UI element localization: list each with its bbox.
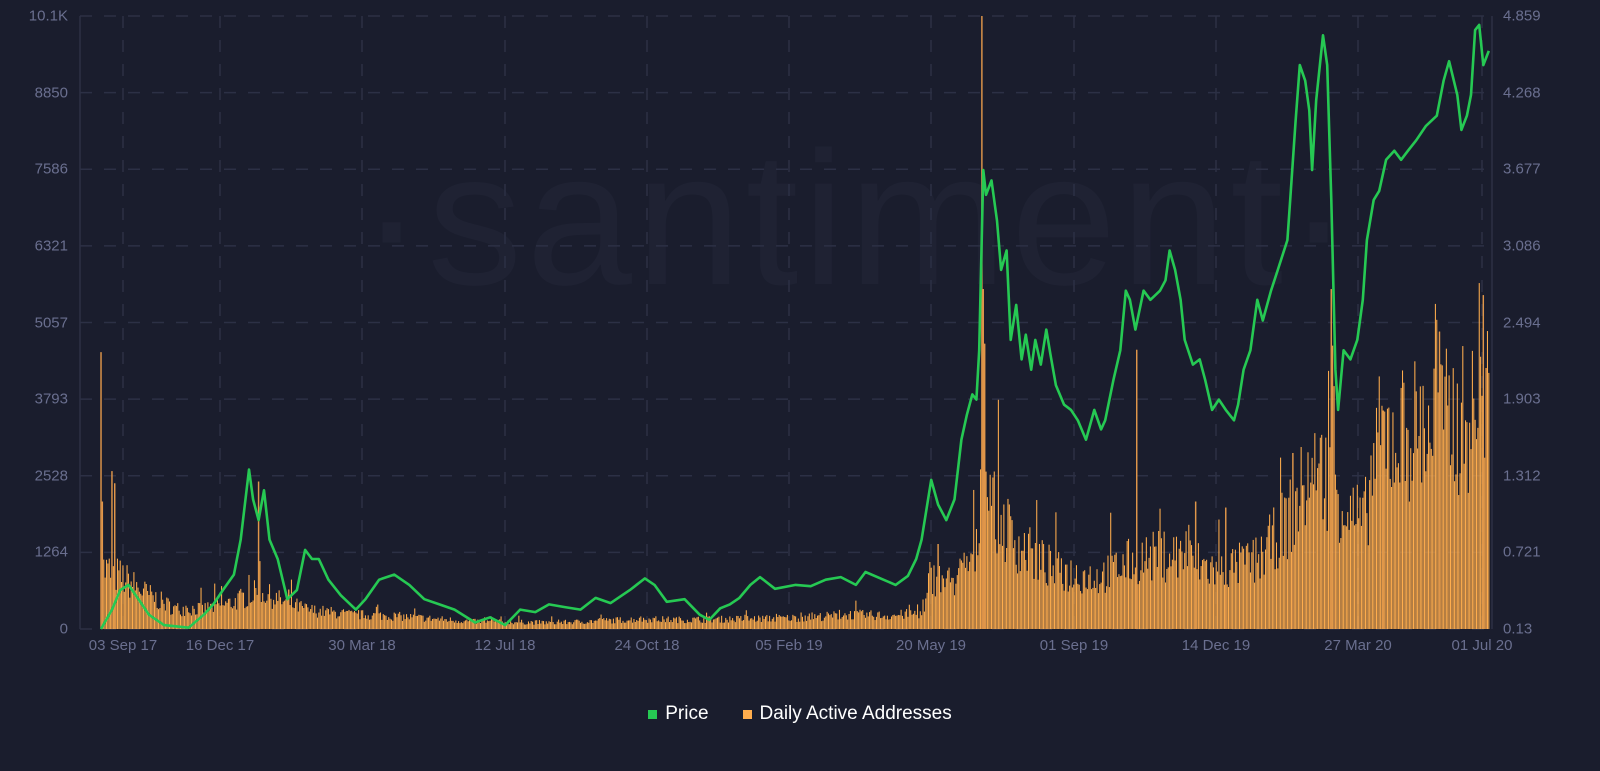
y-left-tick: 7586: [34, 160, 68, 178]
legend-label-price: Price: [665, 703, 709, 724]
y-right-tick: 0.721: [1503, 543, 1541, 561]
x-tick: 24 Oct 18: [614, 637, 680, 654]
y-left-tick: 2528: [34, 467, 68, 485]
y-left-tick: 6321: [34, 237, 68, 255]
santiment-watermark: ·santiment·: [360, 113, 1355, 325]
x-tick: 12 Jul 18: [474, 637, 536, 654]
x-tick: 20 May 19: [895, 637, 967, 654]
y-left-tick: 5057: [34, 314, 68, 331]
y-right-tick: 3.677: [1503, 160, 1541, 178]
y-left-tick: 0: [59, 620, 68, 638]
x-tick: 16 Dec 17: [185, 637, 255, 654]
daa-swatch-icon: [742, 709, 752, 719]
legend-item-price[interactable]: Price: [648, 703, 709, 725]
x-tick: 30 Mar 18: [328, 637, 396, 654]
price-line[interactable]: [99, 23, 1491, 630]
x-tick: 01 Sep 19: [1039, 637, 1109, 654]
x-tick: 27 Mar 20: [1324, 637, 1392, 654]
y-right-tick: 3.086: [1503, 237, 1541, 255]
y-left-tick: 8850: [34, 84, 68, 102]
daa-bars: [100, 16, 1490, 629]
y-left-tick: 3793: [34, 390, 68, 408]
x-tick: 14 Dec 19: [1181, 637, 1251, 654]
y-right-tick: 1.312: [1503, 467, 1541, 485]
x-tick: 01 Jul 20: [1451, 637, 1513, 654]
y-left-tick: 10.1K: [28, 7, 68, 25]
legend-label-daily-active-addresses: Daily Active Addresses: [759, 703, 952, 724]
y-right-tick: 1.903: [1503, 390, 1541, 408]
y-right-tick: 4.859: [1503, 7, 1541, 25]
x-tick: 05 Feb 19: [755, 637, 823, 654]
y-right-tick: 0.13: [1503, 620, 1533, 638]
y-right-tick: 4.268: [1503, 84, 1541, 102]
x-tick: 03 Sep 17: [88, 637, 158, 654]
price-swatch-icon: [648, 709, 658, 719]
legend: Price Daily Active Addresses: [0, 703, 1600, 725]
legend-item-daily-active-addresses[interactable]: Daily Active Addresses: [742, 703, 952, 725]
y-left-tick: 1264: [34, 543, 68, 561]
y-right-tick: 2.494: [1503, 314, 1541, 331]
